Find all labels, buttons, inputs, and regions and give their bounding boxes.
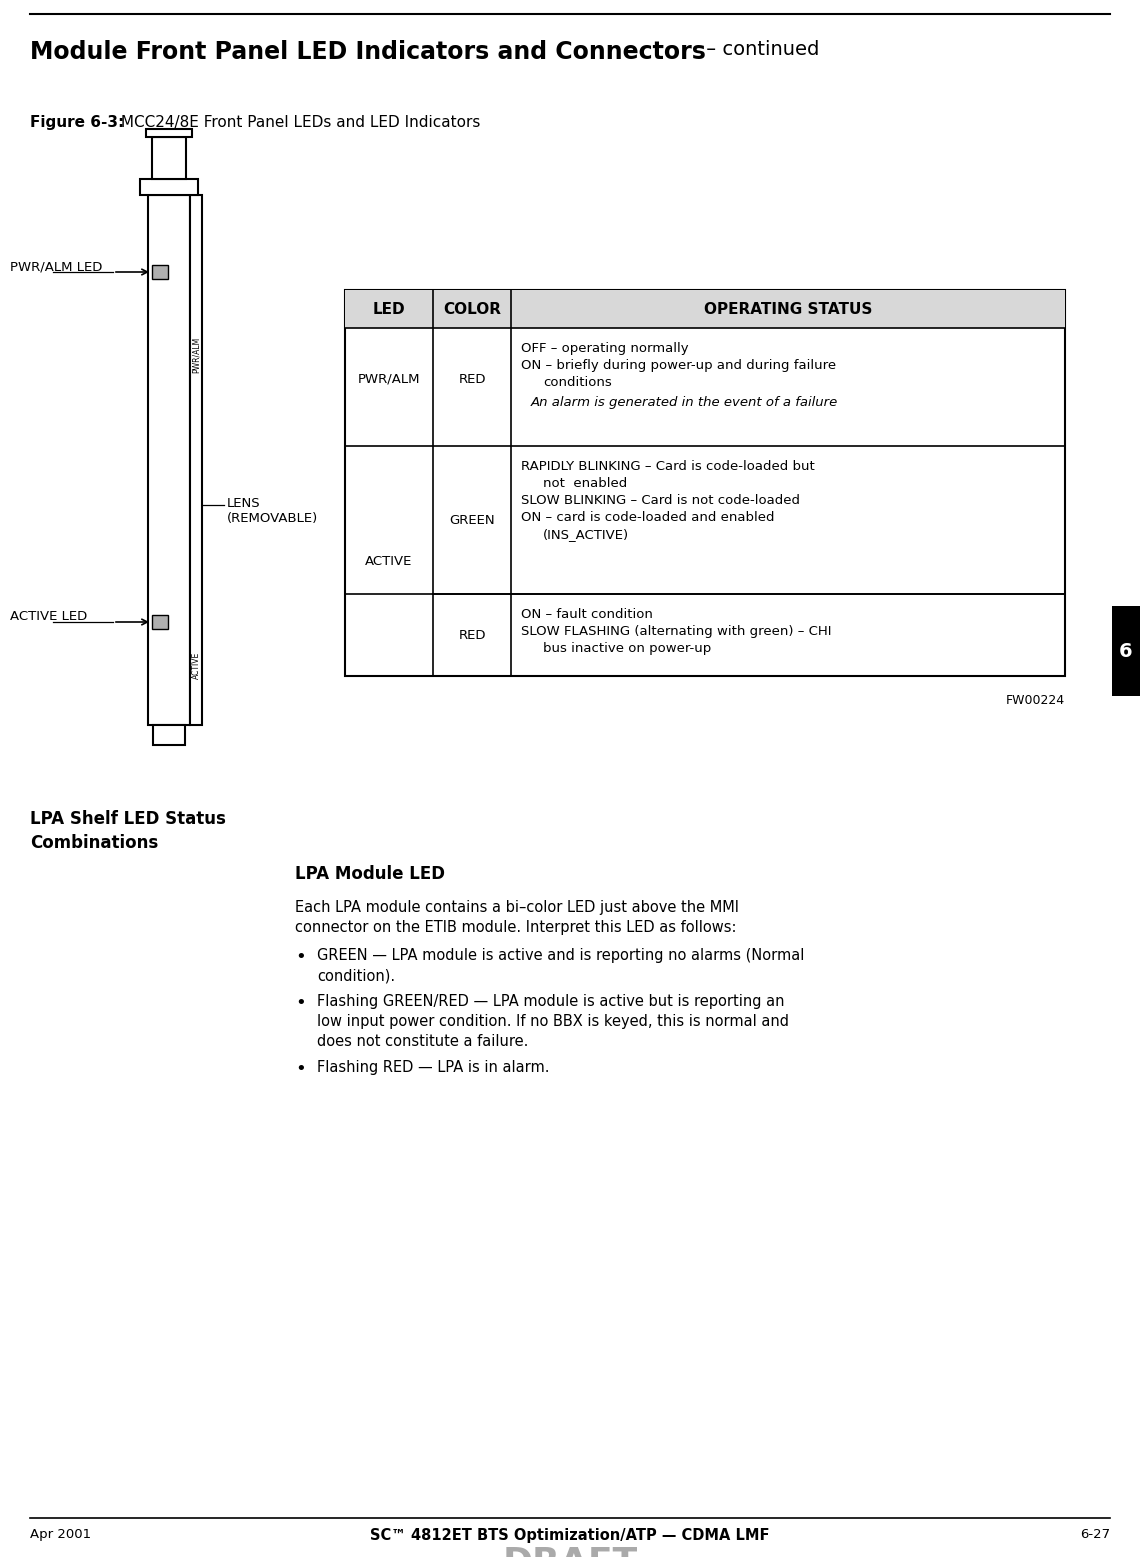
Bar	[190, 195, 202, 726]
Bar	[153, 726, 185, 744]
Bar	[152, 137, 186, 179]
Text: connector on the ETIB module. Interpret this LED as follows:: connector on the ETIB module. Interpret …	[295, 920, 736, 936]
Text: Flashing RED — LPA is in alarm.: Flashing RED — LPA is in alarm.	[317, 1060, 549, 1074]
Text: RED: RED	[458, 372, 486, 386]
Bar	[148, 195, 190, 726]
Text: Each LPA module contains a bi–color LED just above the MMI: Each LPA module contains a bi–color LED …	[295, 900, 739, 916]
Text: An alarm is generated in the event of a failure: An alarm is generated in the event of a …	[531, 395, 838, 409]
Text: RAPIDLY BLINKING – Card is code-loaded but: RAPIDLY BLINKING – Card is code-loaded b…	[521, 459, 815, 473]
Text: ACTIVE: ACTIVE	[192, 651, 201, 679]
Text: – continued: – continued	[700, 40, 820, 59]
Text: LPA Module LED: LPA Module LED	[295, 866, 445, 883]
Text: ACTIVE: ACTIVE	[365, 554, 413, 567]
Text: DRAFT: DRAFT	[503, 1546, 637, 1557]
Text: MCC24/8E Front Panel LEDs and LED Indicators: MCC24/8E Front Panel LEDs and LED Indica…	[116, 115, 480, 129]
Text: OFF – operating normally: OFF – operating normally	[521, 343, 689, 355]
Text: PWR/ALM LED: PWR/ALM LED	[10, 260, 103, 272]
Bar	[345, 290, 1065, 329]
Text: GREEN: GREEN	[449, 514, 495, 526]
Bar	[1112, 606, 1140, 696]
Text: ON – briefly during power-up and during failure: ON – briefly during power-up and during …	[521, 360, 836, 372]
Text: Module Front Panel LED Indicators and Connectors: Module Front Panel LED Indicators and Co…	[30, 40, 706, 64]
Text: LED: LED	[373, 302, 406, 316]
Text: RED: RED	[458, 629, 486, 641]
Text: 6: 6	[1119, 641, 1133, 660]
Text: ON – fault condition: ON – fault condition	[521, 607, 653, 621]
Text: FW00224: FW00224	[1005, 694, 1065, 707]
Bar	[146, 129, 192, 137]
Text: Figure 6-3:: Figure 6-3:	[30, 115, 124, 129]
Text: GREEN — LPA module is active and is reporting no alarms (Normal: GREEN — LPA module is active and is repo…	[317, 948, 805, 962]
Text: not  enabled: not enabled	[543, 476, 627, 490]
Text: OPERATING STATUS: OPERATING STATUS	[703, 302, 872, 316]
Text: ACTIVE LED: ACTIVE LED	[10, 610, 88, 623]
Bar	[345, 290, 1065, 676]
Text: SC™ 4812ET BTS Optimization/ATP — CDMA LMF: SC™ 4812ET BTS Optimization/ATP — CDMA L…	[370, 1527, 770, 1543]
Text: bus inactive on power-up: bus inactive on power-up	[543, 641, 711, 655]
Text: does not constitute a failure.: does not constitute a failure.	[317, 1034, 528, 1049]
Text: condition).: condition).	[317, 968, 396, 982]
Bar	[152, 265, 168, 279]
Text: •: •	[295, 993, 306, 1012]
Bar	[152, 615, 168, 629]
Text: •: •	[295, 1060, 306, 1077]
Text: LENS
(REMOVABLE): LENS (REMOVABLE)	[227, 497, 318, 525]
Text: (INS_ACTIVE): (INS_ACTIVE)	[543, 528, 629, 540]
Text: SLOW BLINKING – Card is not code-loaded: SLOW BLINKING – Card is not code-loaded	[521, 494, 800, 508]
Text: PWR/ALM: PWR/ALM	[358, 372, 421, 386]
Text: Flashing GREEN/RED — LPA module is active but is reporting an: Flashing GREEN/RED — LPA module is activ…	[317, 993, 784, 1009]
Text: SLOW FLASHING (alternating with green) – CHI: SLOW FLASHING (alternating with green) –…	[521, 624, 831, 638]
Text: •: •	[295, 948, 306, 965]
Text: Apr 2001: Apr 2001	[30, 1527, 91, 1541]
Text: 6-27: 6-27	[1080, 1527, 1110, 1541]
Text: low input power condition. If no BBX is keyed, this is normal and: low input power condition. If no BBX is …	[317, 1014, 789, 1029]
Text: COLOR: COLOR	[443, 302, 500, 316]
Text: ON – card is code-loaded and enabled: ON – card is code-loaded and enabled	[521, 511, 774, 525]
Text: LPA Shelf LED Status
Combinations: LPA Shelf LED Status Combinations	[30, 810, 226, 852]
Text: PWR/ALM: PWR/ALM	[192, 336, 201, 374]
Text: conditions: conditions	[543, 375, 612, 389]
Bar	[140, 179, 198, 195]
